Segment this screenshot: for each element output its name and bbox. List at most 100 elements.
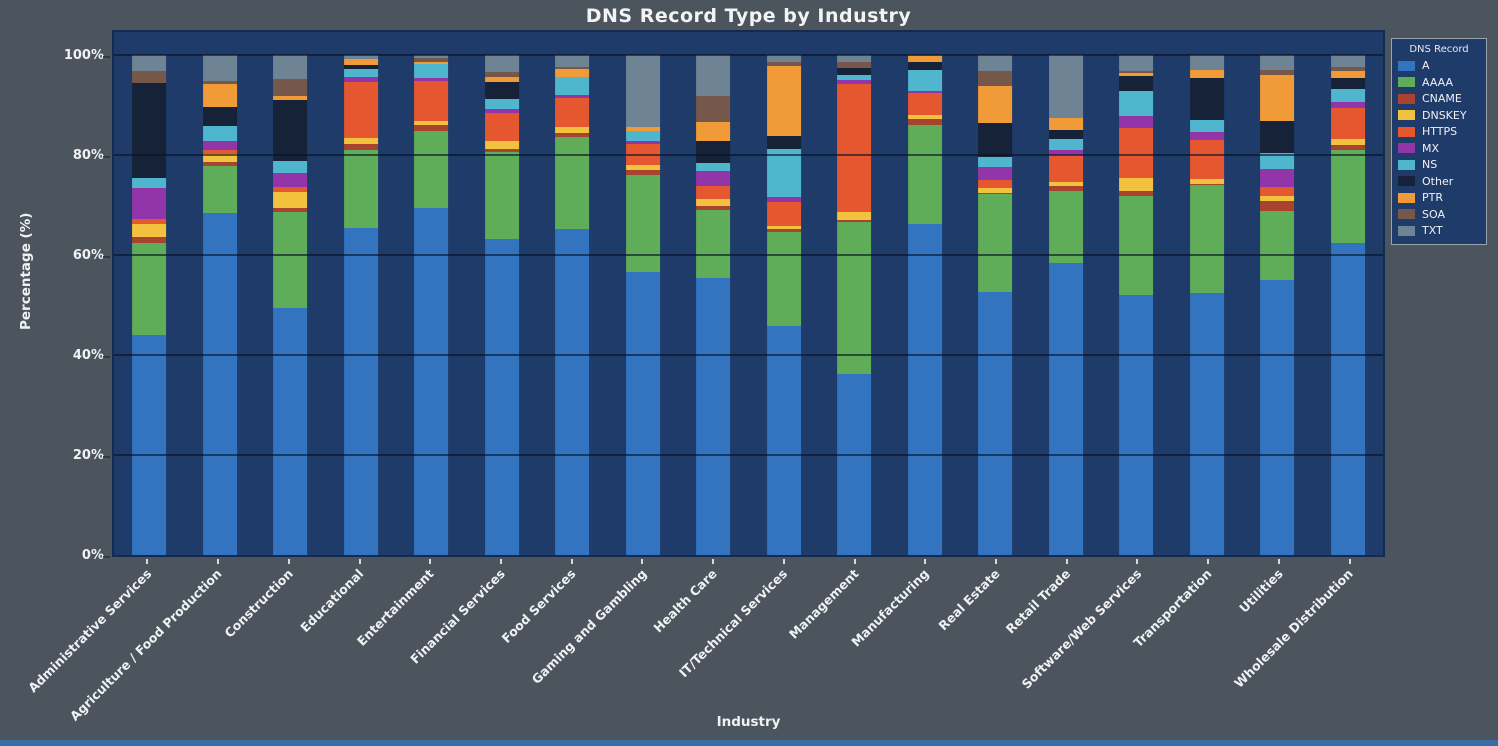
x-tick-mark <box>146 559 149 564</box>
segment-aaaa <box>343 150 378 228</box>
segment-mx <box>484 109 519 113</box>
stacked-bar-utilities <box>1260 55 1295 555</box>
segment-cname <box>907 118 942 125</box>
segment-aaaa <box>837 221 872 374</box>
chart-title: DNS Record Type by Industry <box>585 5 912 27</box>
segment-aaaa <box>555 136 590 229</box>
stacked-bar-transportation <box>1189 55 1224 555</box>
stacked-bar-wholesale-distribution <box>1330 55 1365 555</box>
x-tick-mark <box>217 559 220 564</box>
y-tick-mark <box>103 456 110 458</box>
segment-txt <box>978 55 1013 71</box>
segment-other <box>1330 78 1365 89</box>
segment-soa <box>1260 70 1295 75</box>
stacked-bar-administrative-services <box>132 55 167 555</box>
segment-txt <box>132 55 167 71</box>
segment-other <box>1048 129 1083 139</box>
x-tick-mark <box>1348 559 1351 564</box>
segment-ns <box>1260 153 1295 169</box>
bar-slot <box>608 55 679 555</box>
segment-cname <box>696 205 731 210</box>
y-tick-label: 0% <box>81 548 104 563</box>
segment-other <box>696 140 731 163</box>
segment-soa <box>696 96 731 122</box>
segment-ptr <box>696 121 731 141</box>
legend-item-ptr: PTR <box>1398 191 1480 204</box>
legend-swatch-icon <box>1398 143 1415 153</box>
segment-dnskey <box>1048 181 1083 186</box>
segment-a <box>978 291 1013 555</box>
x-tick-mark <box>499 559 502 564</box>
segment-https <box>907 92 942 115</box>
segment-a <box>1260 280 1295 555</box>
segment-txt <box>1330 55 1365 67</box>
legend-swatch-icon <box>1398 209 1415 219</box>
segment-soa <box>837 62 872 68</box>
segment-soa <box>132 70 167 83</box>
segment-a <box>555 228 590 555</box>
bar-slot <box>678 55 749 555</box>
plot-area <box>112 30 1385 557</box>
segment-ptr <box>1189 70 1224 78</box>
segment-aaaa <box>625 174 660 272</box>
segment-cname <box>1330 145 1365 150</box>
segment-cname <box>766 228 801 232</box>
segment-soa <box>484 71 519 77</box>
segment-cname <box>273 208 308 212</box>
segment-mx <box>273 173 308 187</box>
x-tick-mark <box>1065 559 1068 564</box>
segment-aaaa <box>696 210 731 278</box>
stacked-bar-food-services <box>555 55 590 555</box>
segment-txt <box>343 55 378 59</box>
segment-ptr <box>555 69 590 77</box>
segment-ns <box>1048 139 1083 150</box>
segment-dnskey <box>837 211 872 220</box>
segment-a <box>1048 262 1083 555</box>
segment-ptr <box>202 83 237 107</box>
segment-cname <box>1119 190 1154 196</box>
segment-dnskey <box>273 191 308 208</box>
segment-dnskey <box>484 140 519 149</box>
stacked-bar-real-estate <box>978 55 1013 555</box>
segment-https <box>1189 139 1224 179</box>
segment-ns <box>484 99 519 109</box>
segment-a <box>132 335 167 555</box>
stacked-bar-software-web-services <box>1119 55 1154 555</box>
segment-ptr <box>343 58 378 65</box>
segment-https <box>1330 107 1365 139</box>
segment-mx <box>1330 102 1365 108</box>
segment-soa <box>202 80 237 84</box>
segment-cname <box>1260 200 1295 211</box>
x-tick-label: Educational <box>297 566 367 636</box>
legend-label: TXT <box>1422 224 1443 237</box>
segment-aaaa <box>273 212 308 308</box>
legend-swatch-icon <box>1398 77 1415 87</box>
bar-slot <box>890 55 961 555</box>
legend-items: A AAAA CNAME DNSKEY HTTPS MX NS Other PTR SOA TXT <box>1398 59 1480 237</box>
segment-a <box>907 224 942 555</box>
segment-txt <box>273 55 308 79</box>
x-tick-mark <box>1277 559 1280 564</box>
segment-txt <box>696 55 731 96</box>
x-tick-label: Construction <box>220 566 296 641</box>
segment-txt <box>625 55 660 127</box>
segment-cname <box>555 133 590 137</box>
x-tick-label: Food Services <box>498 566 579 646</box>
segment-txt <box>766 55 801 62</box>
segment-txt <box>1119 55 1154 71</box>
segment-https <box>555 98 590 127</box>
segment-other <box>343 64 378 69</box>
bar-slot <box>819 55 890 555</box>
x-tick-mark <box>1136 559 1139 564</box>
segment-other <box>907 62 942 70</box>
segment-https <box>484 112 519 141</box>
segment-other <box>1189 78 1224 120</box>
segment-soa <box>978 70 1013 86</box>
bar-slot <box>1031 55 1102 555</box>
segment-https <box>625 143 660 165</box>
segment-cname <box>625 169 660 175</box>
segment-ns <box>625 130 660 141</box>
segment-aaaa <box>907 125 942 224</box>
bar-slot <box>1172 55 1243 555</box>
segment-soa <box>766 61 801 66</box>
